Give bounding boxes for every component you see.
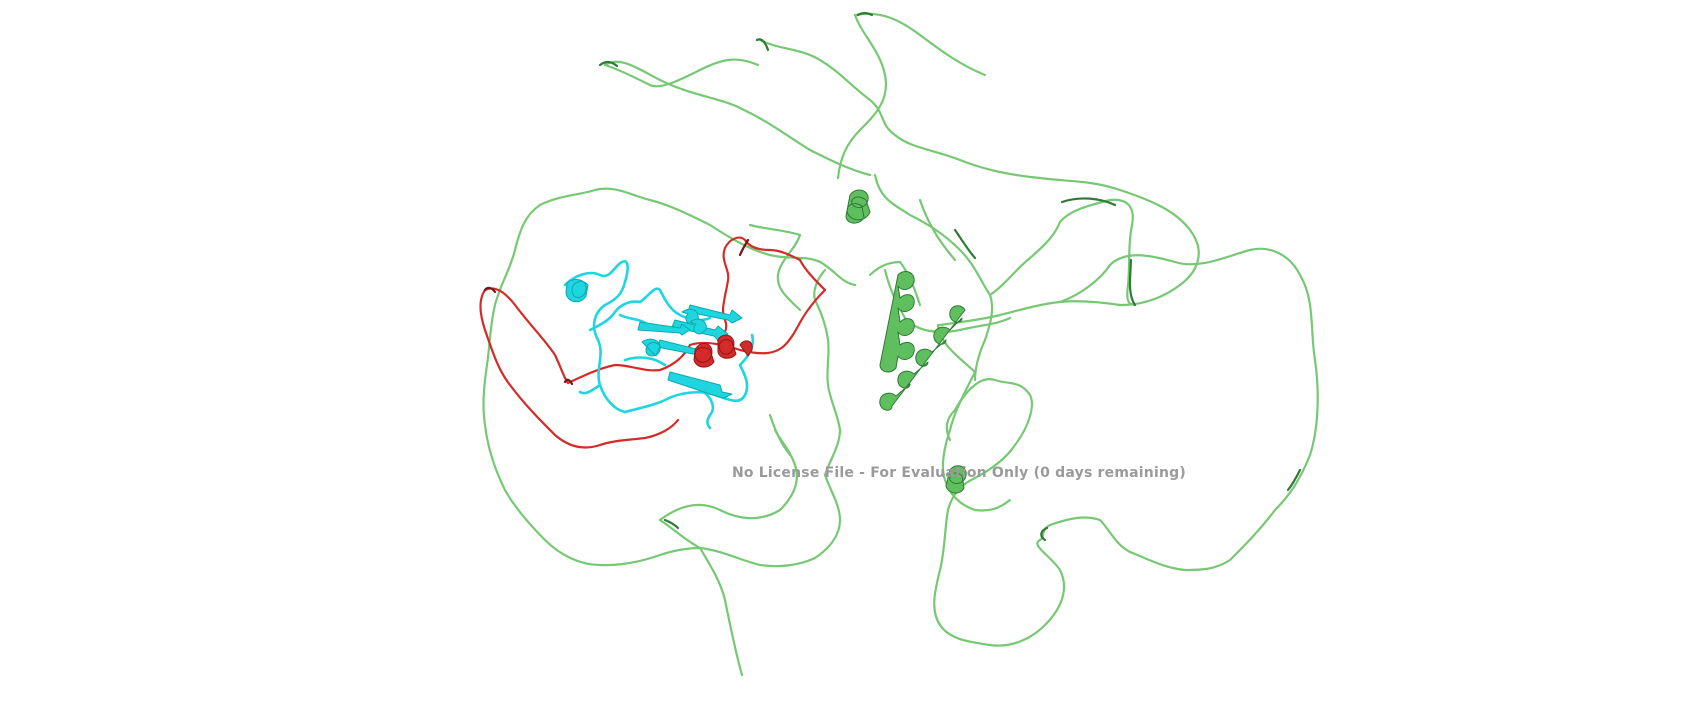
green-helix-small: [945, 465, 967, 494]
coil-red-region: [479, 236, 827, 449]
domain-red-helix: [693, 334, 753, 368]
coil-green-dark-accents: [598, 12, 1302, 542]
green-helix-diagonal: [879, 305, 966, 411]
green-helix-column: [879, 271, 915, 373]
green-helix-top: [845, 189, 871, 224]
coil-green-region: [482, 12, 1319, 677]
green-helices: [845, 189, 967, 494]
coil-red-dark-accents: [483, 238, 750, 386]
domain-cyan-helices: [565, 279, 707, 357]
license-watermark: No License File - For Evaluation Only (0…: [732, 465, 1186, 481]
